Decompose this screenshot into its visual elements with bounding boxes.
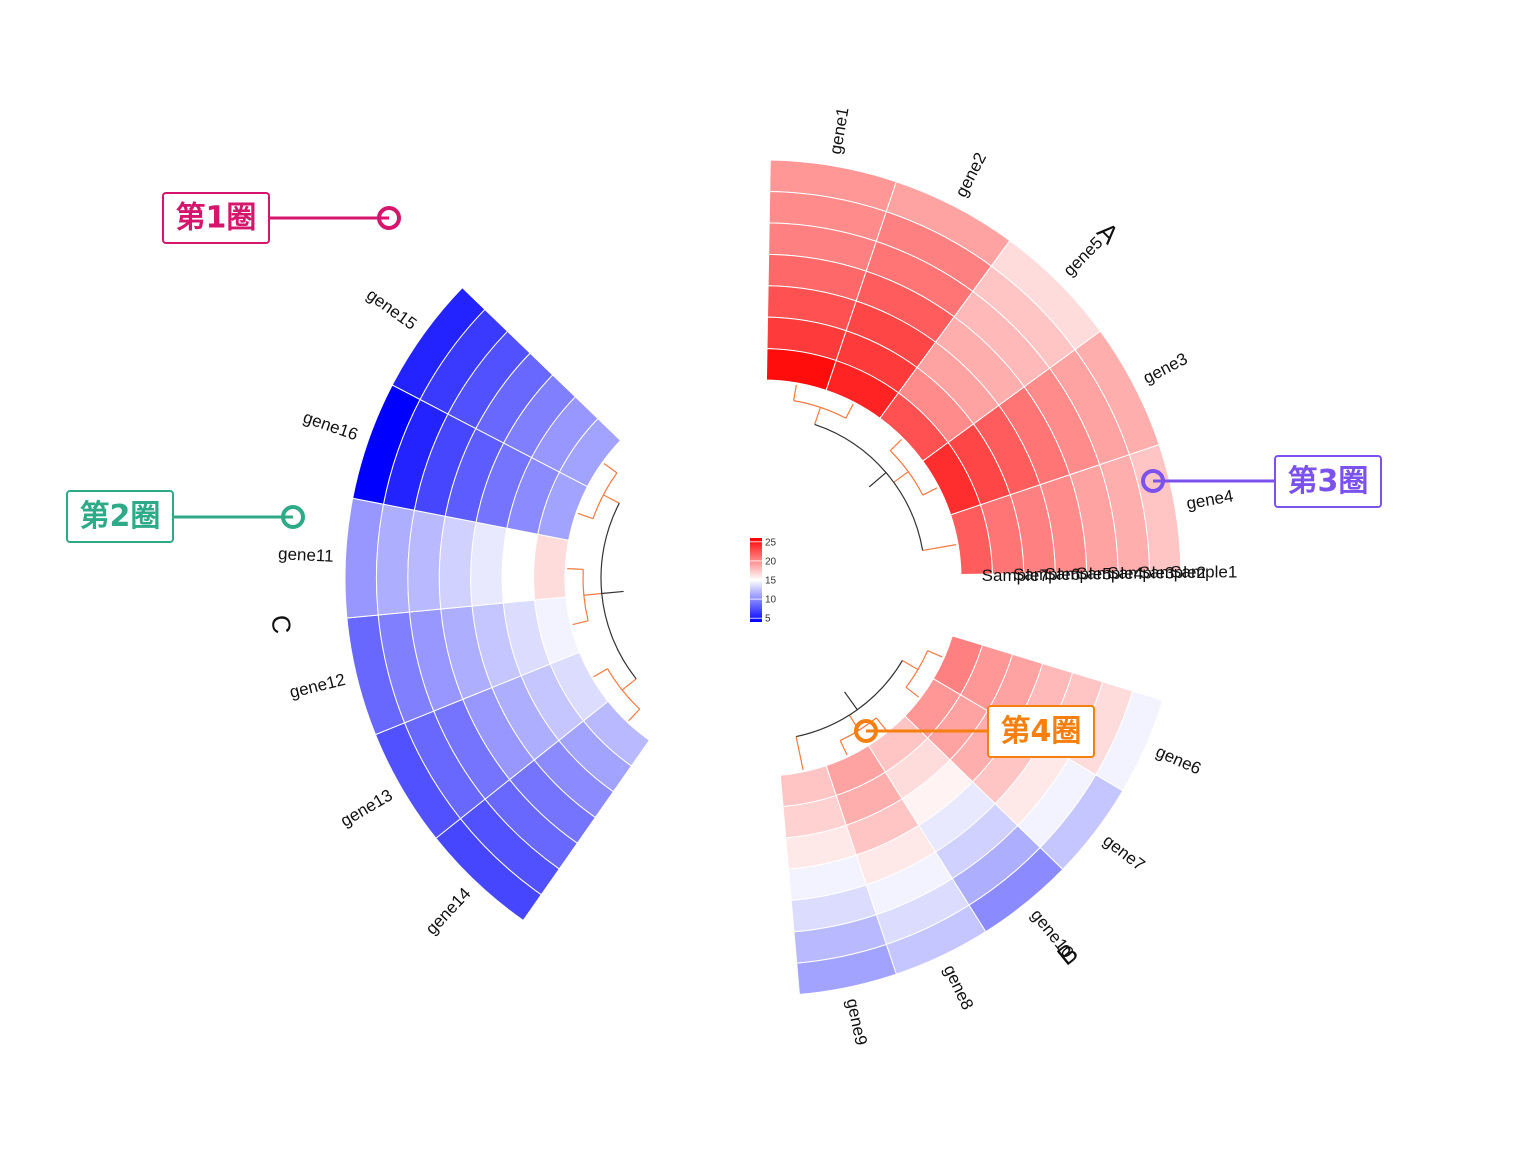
sample-label-sample4: Sample4 bbox=[1076, 564, 1143, 583]
dendrogram-a-root-stem bbox=[868, 472, 887, 488]
dendrogram-a-cluster-stem-0 bbox=[814, 407, 821, 425]
gene-label-gene3: gene3 bbox=[1140, 349, 1191, 388]
heatmap-cell-gene11-sample7 bbox=[533, 533, 570, 601]
annotation-ring-4: 第4圈 bbox=[854, 705, 1095, 758]
dendrogram-c-leaf-branch-2-1 bbox=[603, 463, 618, 474]
dendrogram-a-cluster-stem-1 bbox=[893, 471, 909, 483]
gene-label-gene2: gene2 bbox=[952, 149, 991, 200]
annotation-box bbox=[66, 490, 174, 543]
annotation-ring-2: 第2圈 bbox=[66, 490, 305, 543]
sample-label-sample1: Sample1 bbox=[1170, 562, 1237, 581]
annotation-ring-3: 第3圈 bbox=[1141, 455, 1382, 508]
annotation-label: 第2圈 bbox=[80, 499, 161, 534]
gene-label-gene9: gene9 bbox=[843, 997, 871, 1047]
dendrogram-c-leaf-branch-1-1 bbox=[567, 568, 584, 570]
gene-label-gene13: gene13 bbox=[337, 786, 396, 831]
dendrogram-c-cluster-stem-1 bbox=[583, 592, 602, 596]
annotation-label: 第4圈 bbox=[1001, 714, 1082, 749]
dendrogram-b-cluster-stem-0 bbox=[902, 659, 919, 671]
dendrogram-b-leaf-branch-2-0 bbox=[799, 754, 804, 770]
gene-label-gene12: gene12 bbox=[288, 670, 348, 702]
gene-label-gene4: gene4 bbox=[1185, 486, 1235, 513]
legend-tick-label-25: 25 bbox=[765, 537, 777, 548]
dendrogram-a-leaf-branch-0-0 bbox=[793, 384, 797, 401]
gene-label-gene8: gene8 bbox=[940, 962, 977, 1013]
sample-label-sample6: Sample6 bbox=[1013, 565, 1080, 584]
sample-label-sample5: Sample5 bbox=[1045, 565, 1112, 584]
heatmap-cell-gene9-sample7 bbox=[779, 765, 837, 808]
sample-label-sample2: Sample2 bbox=[1139, 563, 1206, 582]
gene-label-gene16: gene16 bbox=[301, 408, 361, 445]
gene-label-gene7: gene7 bbox=[1099, 831, 1148, 875]
annotation-label: 第3圈 bbox=[1288, 464, 1369, 499]
annotation-marker-circle bbox=[377, 206, 401, 230]
heatmap-cell-gene11-sample4 bbox=[438, 515, 477, 610]
annotation-box bbox=[1274, 455, 1382, 508]
dendrogram-c-cluster-stem-2 bbox=[603, 494, 620, 504]
gene-label-gene11: gene11 bbox=[278, 544, 334, 566]
annotation-marker-circle bbox=[1141, 469, 1165, 493]
heatmap-cell-gene11-sample6 bbox=[501, 527, 539, 604]
sample-label-sample7: Sample7 bbox=[982, 566, 1049, 585]
heatmap-cell-gene15-sample7 bbox=[558, 417, 622, 488]
dendrogram-a-leaf-branch-2-0 bbox=[940, 544, 957, 548]
dendrogram-a-leaf-branch-1-1 bbox=[922, 487, 938, 496]
dendrogram-a-leaf-branch-1-0 bbox=[889, 438, 903, 452]
gene-label-gene15: gene15 bbox=[363, 285, 420, 334]
dendrogram-a-cluster-stem-2 bbox=[922, 546, 941, 552]
dendrogram-c-leaf-branch-0-0 bbox=[628, 708, 641, 722]
dendrograms bbox=[567, 384, 957, 770]
dendrogram-c-cluster-stem-0 bbox=[621, 678, 637, 691]
sector-label-c: C bbox=[266, 614, 298, 636]
annotation-marker-circle bbox=[854, 719, 878, 743]
legend-tick-label-5: 5 bbox=[765, 614, 771, 625]
dendrogram-c-leaf-branch-0-1 bbox=[593, 668, 608, 678]
dendrogram-b-leaf-branch-1-0 bbox=[875, 717, 887, 731]
gene-label-gene6: gene6 bbox=[1153, 742, 1204, 778]
dendrogram-b-leaf-branch-0-0 bbox=[927, 650, 943, 658]
annotation-box bbox=[987, 705, 1095, 758]
legend-tick-label-15: 15 bbox=[765, 576, 777, 587]
legend-tick-label-20: 20 bbox=[765, 556, 777, 567]
annotation-marker-circle bbox=[281, 505, 305, 529]
annotation-box bbox=[162, 192, 270, 244]
dendrogram-b-cluster-stem-2 bbox=[795, 736, 801, 755]
dendrogram-b-leaf-branch-0-1 bbox=[905, 686, 920, 698]
dendrogram-c-root-arc bbox=[600, 502, 637, 680]
annotation-ring-1: 第1圈 bbox=[162, 192, 401, 244]
dendrogram-c-leaf-branch-1-0 bbox=[572, 620, 589, 626]
dendrogram-c-leaf-branch-2-0 bbox=[577, 512, 594, 520]
dendrogram-b-root-stem bbox=[844, 691, 858, 711]
dendrogram-b-leaf-branch-1-1 bbox=[839, 740, 848, 756]
legend-tick-label-10: 10 bbox=[765, 595, 777, 606]
sample-label-sample3: Sample3 bbox=[1107, 564, 1174, 583]
heatmap-cells bbox=[344, 159, 1182, 995]
dendrogram-c-root-stem bbox=[601, 590, 624, 595]
color-legend: 25 20 15 10 5 bbox=[750, 537, 777, 625]
gene-label-gene1: gene1 bbox=[826, 106, 853, 156]
dendrogram-b-cluster-arc-1 bbox=[839, 717, 877, 742]
dendrogram-a-root-arc bbox=[814, 423, 924, 551]
heatmap-cell-gene11-sample5 bbox=[470, 521, 508, 607]
heatmap-cell-gene4-sample7 bbox=[950, 504, 993, 576]
dendrogram-a-leaf-branch-0-1 bbox=[845, 403, 854, 419]
gene-label-gene14: gene14 bbox=[422, 884, 475, 938]
annotation-label: 第1圈 bbox=[176, 201, 257, 236]
